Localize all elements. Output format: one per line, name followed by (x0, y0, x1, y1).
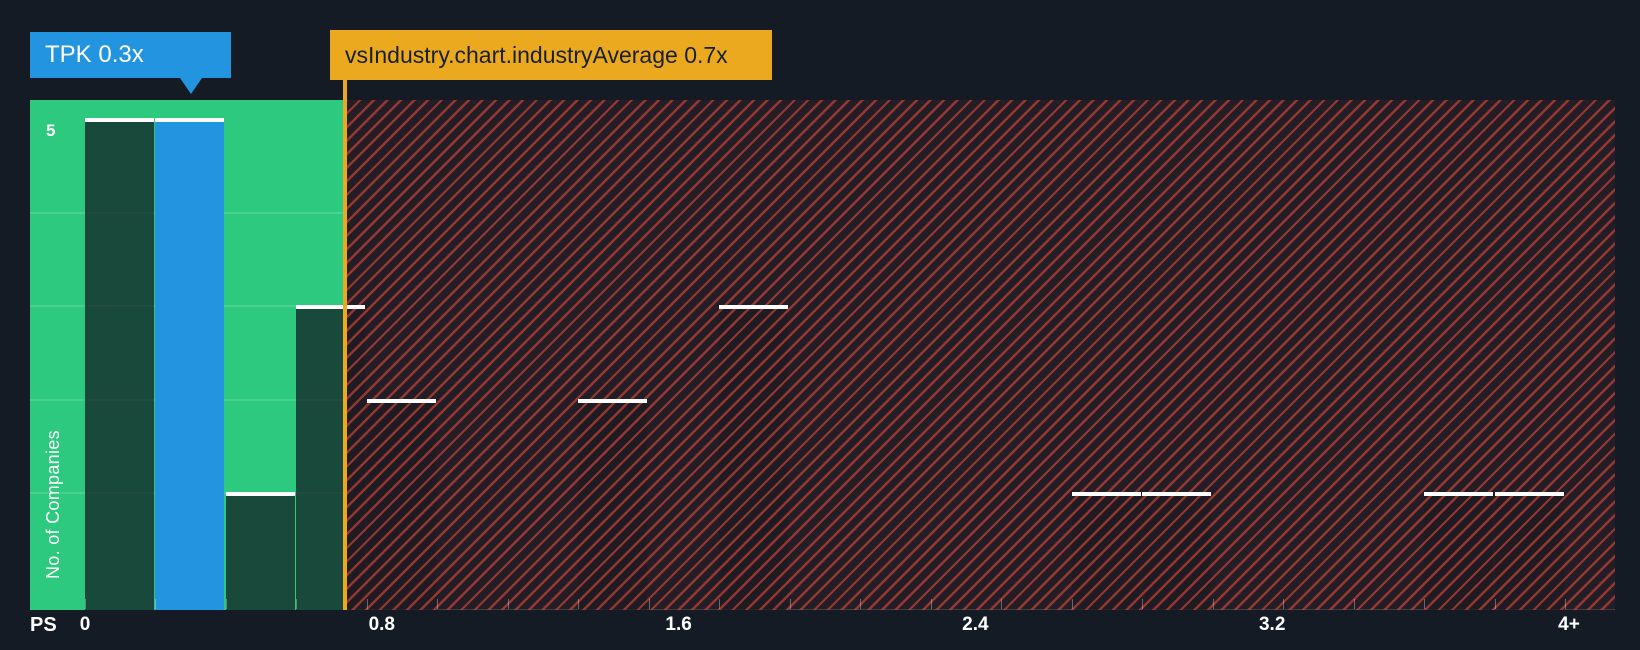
bar-top-line (719, 305, 789, 310)
company-tooltip: TPK 0.3x (30, 32, 231, 94)
bar-top-line (366, 398, 436, 403)
company-tooltip-label: TPK 0.3x (45, 41, 144, 68)
x-axis-tick (85, 599, 86, 609)
x-axis-tick (1353, 599, 1355, 609)
x-axis-tick (719, 599, 721, 609)
bar-top-line (1142, 492, 1212, 497)
bar-top-line (155, 118, 225, 122)
bar-top-line (578, 398, 648, 403)
x-axis-tick (789, 599, 791, 609)
x-axis-title: PS (30, 614, 57, 636)
x-axis-tick (1283, 599, 1285, 609)
bar-top-line (85, 118, 154, 122)
x-axis-tick (1001, 599, 1003, 609)
x-axis-tick-label: 3.2 (1258, 614, 1286, 635)
x-axis-tick-label: 0 (79, 614, 91, 635)
company-tooltip-pointer-icon (180, 77, 202, 94)
above-industry-average-hatched-zone (344, 100, 1615, 610)
x-axis-tick (366, 599, 368, 609)
histogram-bar[interactable] (85, 118, 154, 610)
x-axis-tick (155, 599, 157, 609)
x-axis-tick (860, 599, 862, 609)
y-axis-max-label: 5 (46, 121, 56, 140)
x-axis-tick (225, 599, 227, 609)
histogram-bar[interactable] (225, 492, 295, 610)
bar-top-line (1071, 492, 1141, 497)
bar-top-line (225, 492, 295, 497)
x-axis-tick (1565, 599, 1567, 609)
x-axis-tick (296, 599, 298, 609)
x-axis-tick (1424, 599, 1426, 609)
industry-average-line (342, 52, 347, 610)
x-axis-tick-label: 4+ (1558, 614, 1580, 635)
x-axis: PS 0 0.8 1.6 2.4 3.2 4+ (0, 612, 1640, 650)
y-axis-title: No. of Companies (43, 430, 63, 579)
bar-top-line (1424, 492, 1494, 497)
company-highlight-bar[interactable] (155, 118, 225, 610)
bar-top-line (1494, 492, 1564, 497)
x-axis-tick (648, 599, 650, 609)
x-axis-tick (1212, 599, 1214, 609)
x-axis-tick (1494, 599, 1496, 609)
x-axis-tick (507, 599, 509, 609)
x-axis-tick (1142, 599, 1144, 609)
plot-area: 5 No. of Companies (30, 100, 1615, 610)
industry-average-label: vsIndustry.chart.industryAverage 0.7x (345, 42, 728, 68)
x-axis-tick (930, 599, 932, 609)
x-axis-tick (578, 599, 580, 609)
x-axis-tick (437, 599, 439, 609)
x-axis-tick-label: 2.4 (962, 614, 989, 635)
bar-top-line (296, 305, 366, 310)
x-axis-tick (1071, 599, 1073, 609)
x-axis-tick-label: 0.8 (368, 614, 396, 635)
x-axis-tick-label: 1.6 (665, 614, 692, 635)
industry-average-tooltip: vsIndustry.chart.industryAverage 0.7x (330, 30, 772, 81)
